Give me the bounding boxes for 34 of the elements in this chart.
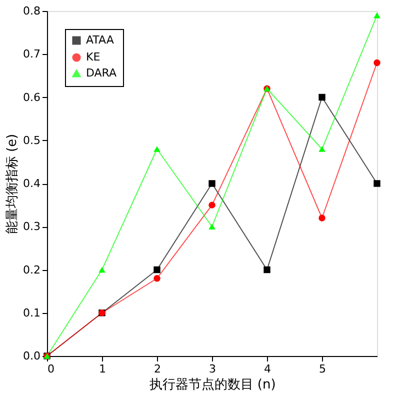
point [154,266,160,274]
y-tick-label: 0.8 [23,4,40,18]
y-tick-label: 0.0 [23,350,40,362]
y-tick-label: 0.4 [23,177,40,190]
legend-label: DARA [86,66,117,80]
point [154,146,160,152]
x-tick-label: 1 [99,362,106,376]
point [208,202,216,208]
x-tick-label: 4 [264,362,271,376]
point [374,180,380,187]
point [318,94,326,101]
point [264,266,270,274]
y-tick-label: 0.7 [23,48,40,61]
y-tick-label: 0.1 [23,306,40,320]
y-tick-label: 0.6 [23,90,40,104]
x-tick-label: 3 [209,362,216,376]
y-axis-title: 能量均衡指标 (e) [5,134,20,234]
x-tick-label: 2 [154,362,161,376]
point [98,266,106,273]
point [154,275,160,282]
y-tick-label: 0.3 [23,220,40,234]
x-tick-label: 5 [319,362,326,376]
y-tick-label: 0.5 [23,134,40,147]
x-axis-title: 执行器节点的数目 (n) [149,378,276,392]
point [208,180,216,187]
y-tick-label: 0.2 [23,263,40,276]
point [374,59,380,66]
point [318,146,326,152]
x-tick-label: 0 [48,362,54,376]
point [208,224,216,230]
legend-label: ATAA [86,34,114,46]
point [318,214,326,222]
legend-label: KE [86,50,100,64]
point [374,12,380,18]
